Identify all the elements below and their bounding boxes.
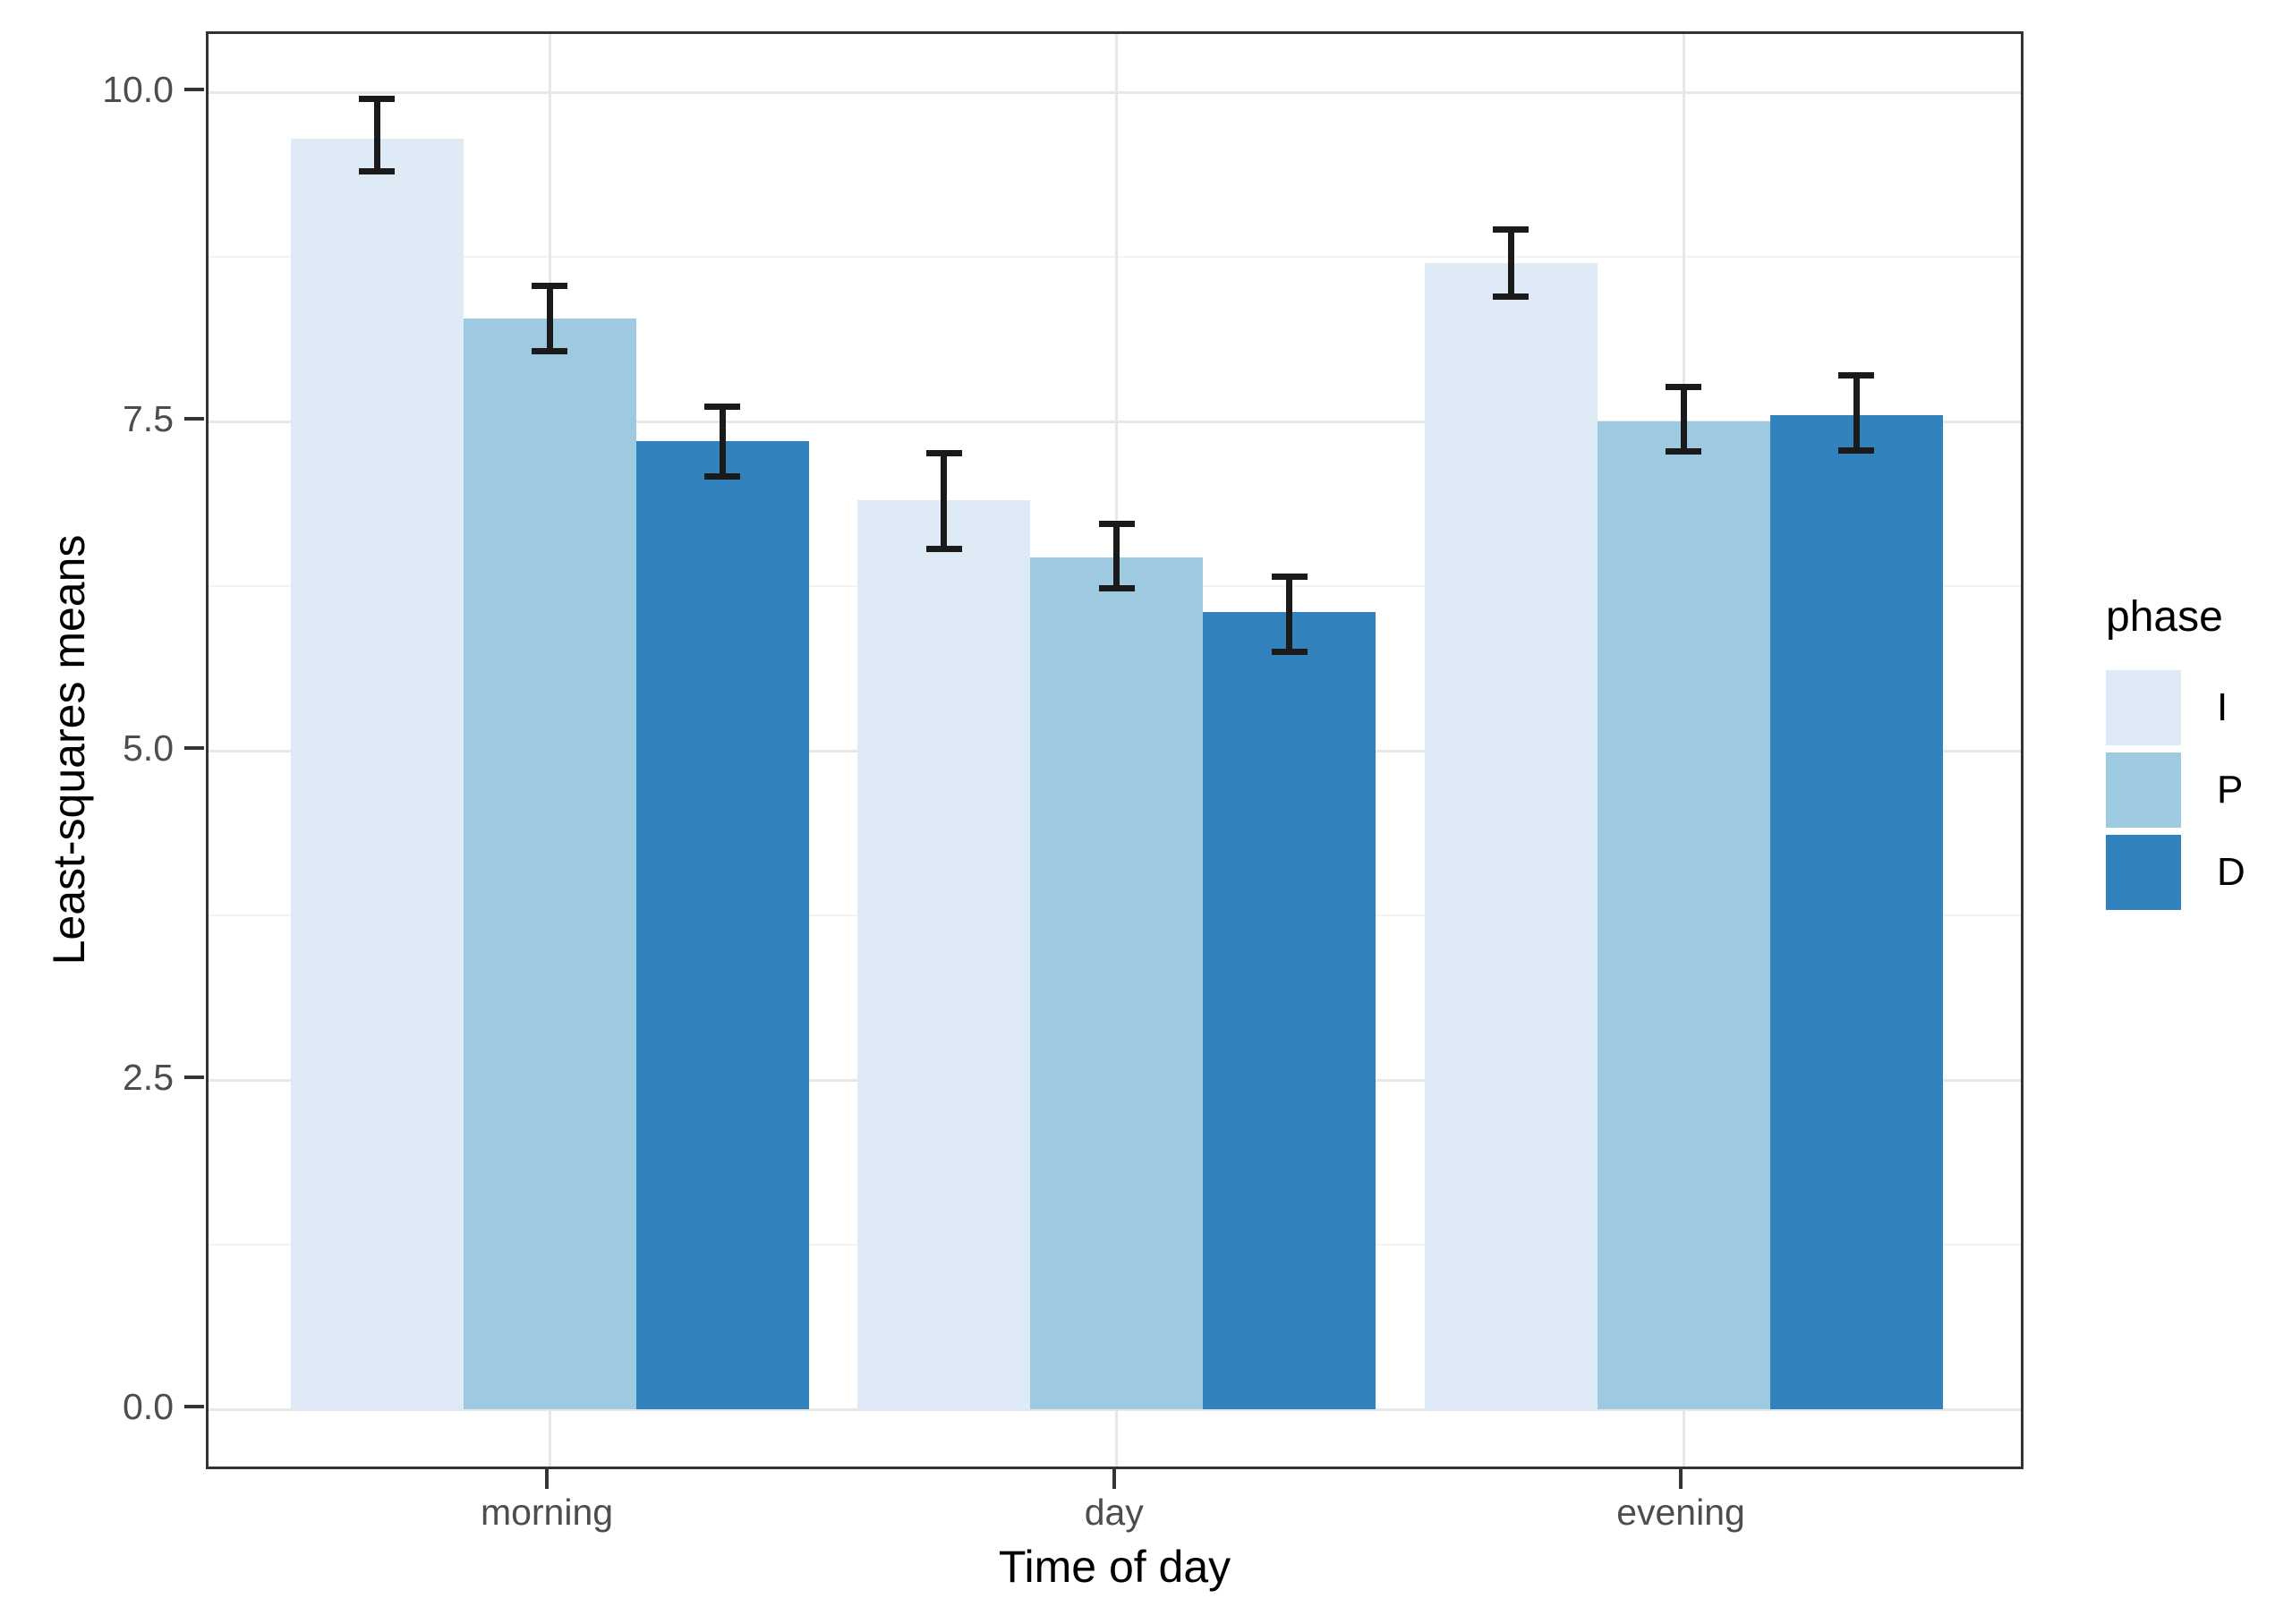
- x-tick-evening: [1679, 1469, 1683, 1489]
- gridline-major-10.0: [209, 90, 2021, 94]
- error-bar-cap-bottom-morning-I: [359, 167, 395, 174]
- bar-day-I: [857, 500, 1031, 1409]
- bar-morning-D: [635, 441, 809, 1409]
- y-tick-5.0: [184, 746, 204, 750]
- y-tick-label-7.5: 7.5: [123, 398, 174, 439]
- error-bar-cap-top-morning-I: [359, 95, 395, 102]
- error-bar-cap-top-morning-D: [704, 404, 740, 411]
- error-bar-cap-bottom-morning-D: [704, 473, 740, 480]
- error-bar-cap-bottom-day-P: [1098, 585, 1135, 592]
- gridline-minor-8.75: [209, 256, 2021, 258]
- gridline-major-0.0: [209, 1407, 2021, 1411]
- bar-day-D: [1203, 612, 1376, 1409]
- error-bar-line-morning-P: [546, 285, 553, 352]
- error-bar-line-morning-I: [373, 98, 380, 172]
- error-bar-cap-top-day-P: [1098, 521, 1135, 528]
- plot-panel: [206, 31, 2024, 1469]
- y-tick-label-0.0: 0.0: [123, 1386, 174, 1427]
- y-tick-label-2.5: 2.5: [123, 1057, 174, 1098]
- error-bar-line-day-P: [1113, 523, 1120, 589]
- x-tick-day: [1112, 1469, 1116, 1489]
- x-tick-morning: [545, 1469, 549, 1489]
- bar-evening-D: [1769, 414, 1943, 1409]
- x-tick-label-morning: morning: [480, 1492, 614, 1533]
- error-bar-line-day-D: [1286, 576, 1293, 652]
- error-bar-line-evening-I: [1507, 229, 1514, 297]
- error-bar-line-evening-D: [1853, 375, 1860, 451]
- error-bar-line-evening-P: [1680, 387, 1687, 452]
- legend-entry-D: D: [2106, 835, 2275, 910]
- x-tick-label-day: day: [1084, 1492, 1144, 1533]
- y-tick-0.0: [184, 1405, 204, 1408]
- error-bar-cap-top-evening-D: [1838, 371, 1874, 378]
- x-tick-label-evening: evening: [1616, 1492, 1745, 1533]
- bar-morning-I: [290, 138, 464, 1409]
- error-bar-cap-bottom-day-D: [1271, 649, 1308, 656]
- y-tick-label-10.0: 10.0: [102, 69, 174, 110]
- error-bar-cap-top-evening-P: [1666, 384, 1701, 391]
- error-bar-cap-bottom-morning-P: [532, 348, 567, 355]
- error-bar-cap-bottom-evening-D: [1838, 446, 1874, 454]
- legend-swatch-D: [2106, 835, 2181, 910]
- error-bar-cap-top-day-I: [925, 449, 962, 456]
- legend-title: phase: [2106, 593, 2223, 641]
- y-tick-7.5: [184, 417, 204, 421]
- legend-label-P: P: [2217, 768, 2244, 812]
- legend-label-D: D: [2217, 850, 2245, 894]
- bar-evening-I: [1424, 263, 1598, 1409]
- error-bar-line-day-I: [941, 453, 948, 549]
- error-bar-cap-bottom-day-I: [925, 546, 962, 553]
- y-tick-10.0: [184, 88, 204, 91]
- error-bar-cap-bottom-evening-P: [1666, 448, 1701, 455]
- bar-morning-P: [463, 319, 636, 1409]
- legend-label-I: I: [2217, 685, 2228, 729]
- y-tick-label-5.0: 5.0: [123, 727, 174, 769]
- error-bar-cap-top-day-D: [1271, 574, 1308, 581]
- bar-evening-P: [1597, 421, 1770, 1409]
- legend-swatch-P: [2106, 752, 2181, 828]
- legend-entry-P: P: [2106, 752, 2275, 828]
- bar-day-P: [1030, 557, 1204, 1409]
- y-tick-2.5: [184, 1076, 204, 1079]
- x-axis-title: Time of day: [998, 1542, 1231, 1592]
- error-bar-cap-top-evening-I: [1493, 225, 1529, 233]
- gridline-major-7.5: [209, 420, 2021, 423]
- error-bar-cap-bottom-evening-I: [1493, 293, 1529, 300]
- error-bar-cap-top-morning-P: [532, 282, 567, 289]
- legend-swatch-I: [2106, 670, 2181, 745]
- legend-entry-I: I: [2106, 670, 2275, 745]
- error-bar-line-morning-D: [719, 406, 726, 477]
